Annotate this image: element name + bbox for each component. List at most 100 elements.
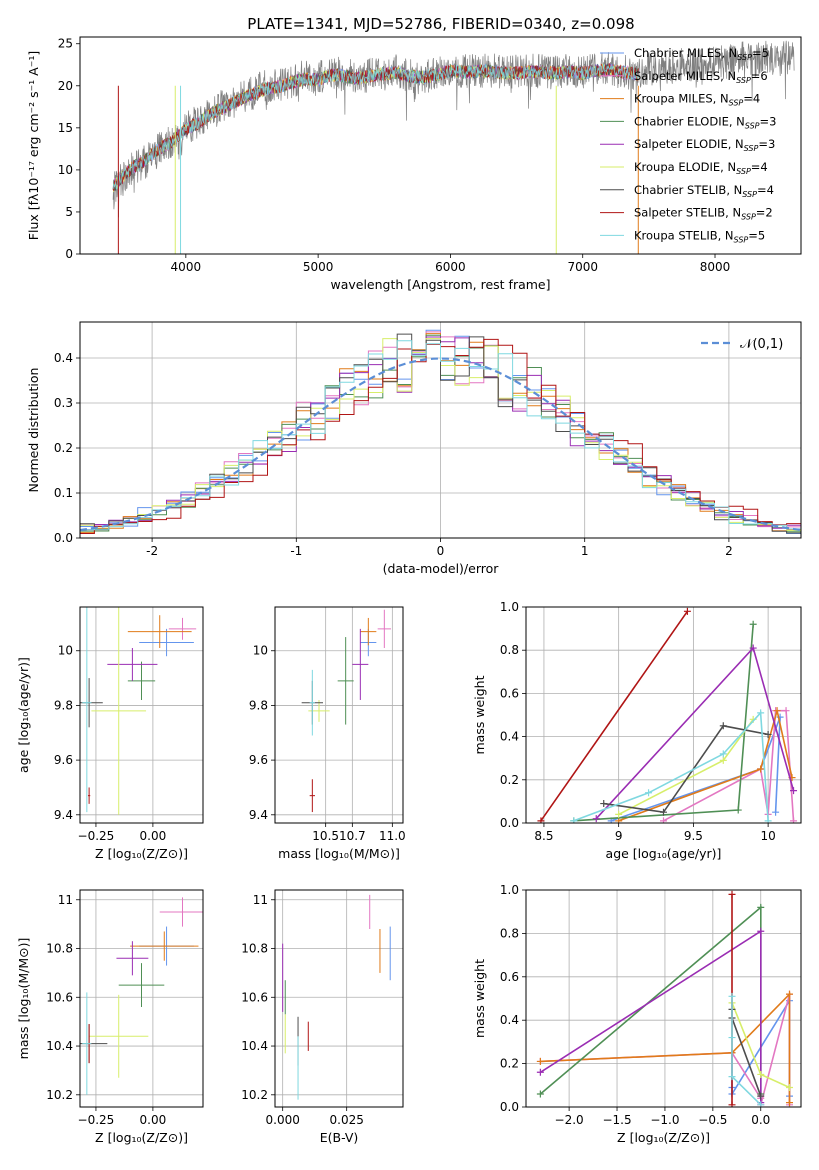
weight-point-marker <box>719 756 727 764</box>
x-tick-label: 6000 <box>435 260 466 274</box>
axes-frame <box>274 889 404 1108</box>
y-tick-label: 10.2 <box>46 1088 73 1102</box>
y-tick-label: 20 <box>58 79 73 93</box>
age_vs_mass-plot-area <box>301 609 391 813</box>
y-tick-label: 0.0 <box>500 1100 519 1114</box>
age_vs_Z-panel: −0.25 0.00 9.4 9.6 9.8 10 Z [log₁₀(Z/Z⊙)] age [… <box>16 606 204 861</box>
y-axis-label: mass weight <box>472 959 487 1038</box>
mass_vs_Z-plot-area <box>80 897 203 1095</box>
y-tick-label: 10.4 <box>241 1039 268 1053</box>
y-tick-label: 1.0 <box>500 600 519 614</box>
spectrum-plot-area <box>112 40 795 254</box>
y-tick-label: 0.8 <box>500 926 519 940</box>
y-tick-label: 0.6 <box>500 970 519 984</box>
weight-point-marker <box>757 927 765 935</box>
x-tick-label: 0.000 <box>266 1113 300 1127</box>
x-axis-label: age [log₁₀(age/yr)] <box>606 846 722 861</box>
spectrum-panel: 4000 5000 6000 7000 8000 0 5 10 15 20 25 wavelength… <box>26 36 802 292</box>
y-tick-label: 0.8 <box>500 643 519 657</box>
y-axis-label: mass [log₁₀(M/M⊙)] <box>16 938 31 1060</box>
x-tick-label: 4000 <box>171 260 202 274</box>
y-tick-label: 11 <box>253 893 268 907</box>
y-axis-label: age [log₁₀(age/yr)] <box>16 657 31 773</box>
axes-frame <box>274 606 404 824</box>
y-tick-label: 10.2 <box>241 1088 268 1102</box>
weight-series-line <box>539 905 762 1095</box>
y-tick-label: 9.4 <box>249 808 268 822</box>
y-tick-label: 0 <box>65 247 73 261</box>
weight-series-line <box>610 716 781 822</box>
x-tick-label: 10.5 <box>312 829 339 843</box>
y-tick-label: 10.8 <box>46 942 73 956</box>
y-tick-label: 0.4 <box>54 351 73 365</box>
weight-point-marker <box>757 903 765 911</box>
weight-point-marker <box>536 1068 544 1076</box>
weight-point-marker <box>719 722 727 730</box>
x-tick-label: 0.025 <box>330 1113 364 1127</box>
weight-point-marker <box>786 1083 794 1091</box>
x-tick-label: −0.25 <box>78 1113 115 1127</box>
y-tick-label: 0.0 <box>54 531 73 545</box>
y-tick-label: 10.8 <box>241 942 268 956</box>
y-tick-label: 9.8 <box>54 698 73 712</box>
x-tick-label: -1 <box>290 544 302 558</box>
weight-point-marker <box>660 808 667 816</box>
weight-point-marker <box>786 1099 794 1107</box>
x-tick-label: 1 <box>581 544 589 558</box>
weight-point-marker <box>786 990 794 998</box>
y-tick-label: 10 <box>253 644 268 658</box>
x-tick-label: −0.5 <box>698 1113 727 1127</box>
weight-series-line <box>731 996 762 1106</box>
weight-series-line <box>618 710 793 822</box>
y-tick-label: 5 <box>65 205 73 219</box>
mass_vs_Z-panel: −0.25 0.00 10.2 10.4 10.6 10.8 11 Z [log₁₀(Z/Z⊙… <box>16 889 204 1145</box>
axes-frame <box>79 321 802 539</box>
y-tick-label: 0.4 <box>500 730 519 744</box>
normal-legend-label: 𝒩(0,1) <box>740 337 783 352</box>
weight-point-marker <box>764 817 772 823</box>
weight-point-marker <box>600 800 608 808</box>
x-axis-label: E(B-V) <box>320 1130 359 1145</box>
y-tick-label: 0.3 <box>54 396 73 410</box>
y-tick-label: 0.2 <box>500 773 519 787</box>
weight-point-marker <box>772 808 780 816</box>
legend-label: Salpeter ELODIE, NSSP=3 <box>634 137 775 153</box>
x-tick-label: 8000 <box>700 260 731 274</box>
residuals-plot-area <box>80 329 801 534</box>
y-tick-label: 0.2 <box>54 441 73 455</box>
y-tick-label: 1.0 <box>500 883 519 897</box>
spectrum-legend: Chabrier MILES, NSSP=5 Salpeter MILES, NS… <box>600 46 776 244</box>
weight_vs_Z-plot-area <box>536 890 794 1107</box>
axes-frame <box>79 606 204 824</box>
weight-point-marker <box>764 730 772 738</box>
x-tick-label: 9 <box>615 829 623 843</box>
weight-point-marker <box>615 810 623 818</box>
x-tick-label: 5000 <box>303 260 334 274</box>
legend-label: Chabrier ELODIE, NSSP=3 <box>634 114 776 130</box>
weight_vs_age-panel: 8.5 9 9.5 10 0.0 0.2 0.4 0.6 0.8 1.0 age [log₁₀(ag… <box>472 600 802 861</box>
weight-point-marker <box>734 806 742 814</box>
x-axis-label: Z [log₁₀(Z/Z⊙)] <box>95 846 188 861</box>
x-tick-label: −2.0 <box>555 1113 584 1127</box>
mass_vs_ebv-panel: 0.000 0.025 10.2 10.4 10.6 10.8 11 E(B-V) <box>241 889 404 1145</box>
y-tick-label: 15 <box>58 121 73 135</box>
age_vs_Z-plot-area <box>80 607 197 815</box>
y-tick-label: 10.6 <box>46 990 73 1004</box>
y-tick-label: 9.6 <box>249 753 268 767</box>
x-tick-label: 7000 <box>567 260 598 274</box>
x-axis-label: Z [log₁₀(Z/Z⊙)] <box>95 1130 188 1145</box>
y-tick-label: 10.6 <box>241 990 268 1004</box>
y-tick-label: 0.4 <box>500 1013 519 1027</box>
weight-series-line <box>618 718 754 816</box>
y-tick-label: 10 <box>58 163 73 177</box>
weight-series-line <box>663 709 795 822</box>
weight-point-marker <box>660 817 667 823</box>
weight-point-marker <box>757 765 765 773</box>
y-tick-label: 10 <box>58 644 73 658</box>
x-axis-label: (data-model)/error <box>383 561 500 576</box>
weight-point-marker <box>719 750 727 758</box>
weight-point-marker <box>570 817 578 823</box>
x-axis-label: wavelength [Angstrom, rest frame] <box>330 277 550 292</box>
weight-point-marker <box>592 815 600 823</box>
normal-curve <box>80 357 801 532</box>
